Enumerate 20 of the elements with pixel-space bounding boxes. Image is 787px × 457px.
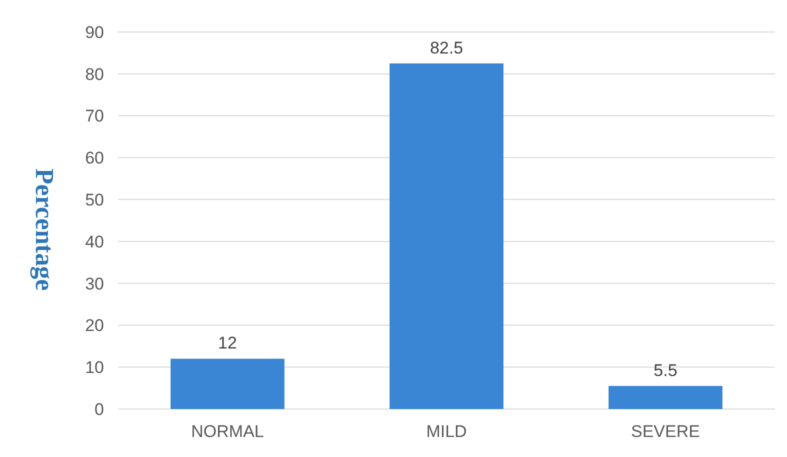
bar xyxy=(170,358,284,409)
y-tick-label: 80 xyxy=(85,64,104,84)
y-tick-label: 40 xyxy=(85,232,104,252)
y-tick-label: 50 xyxy=(85,190,104,210)
y-tick-label: 20 xyxy=(85,316,104,336)
x-tick-label: NORMAL xyxy=(191,422,264,442)
y-tick-label: 30 xyxy=(85,274,104,294)
data-label: 12 xyxy=(218,334,237,353)
bar xyxy=(390,63,504,409)
y-tick-label: 0 xyxy=(94,400,104,419)
y-tick-label: 70 xyxy=(85,106,104,126)
x-tick-label: SEVERE xyxy=(631,422,700,442)
data-label: 5.5 xyxy=(654,360,678,380)
x-tick-label: MILD xyxy=(426,422,467,442)
y-tick-label: 10 xyxy=(85,358,104,378)
y-tick-label: 90 xyxy=(85,22,104,42)
bar xyxy=(608,386,722,409)
data-label: 82.5 xyxy=(430,38,464,58)
y-axis-title: Percentage xyxy=(30,168,59,291)
y-tick-label: 60 xyxy=(85,148,104,168)
